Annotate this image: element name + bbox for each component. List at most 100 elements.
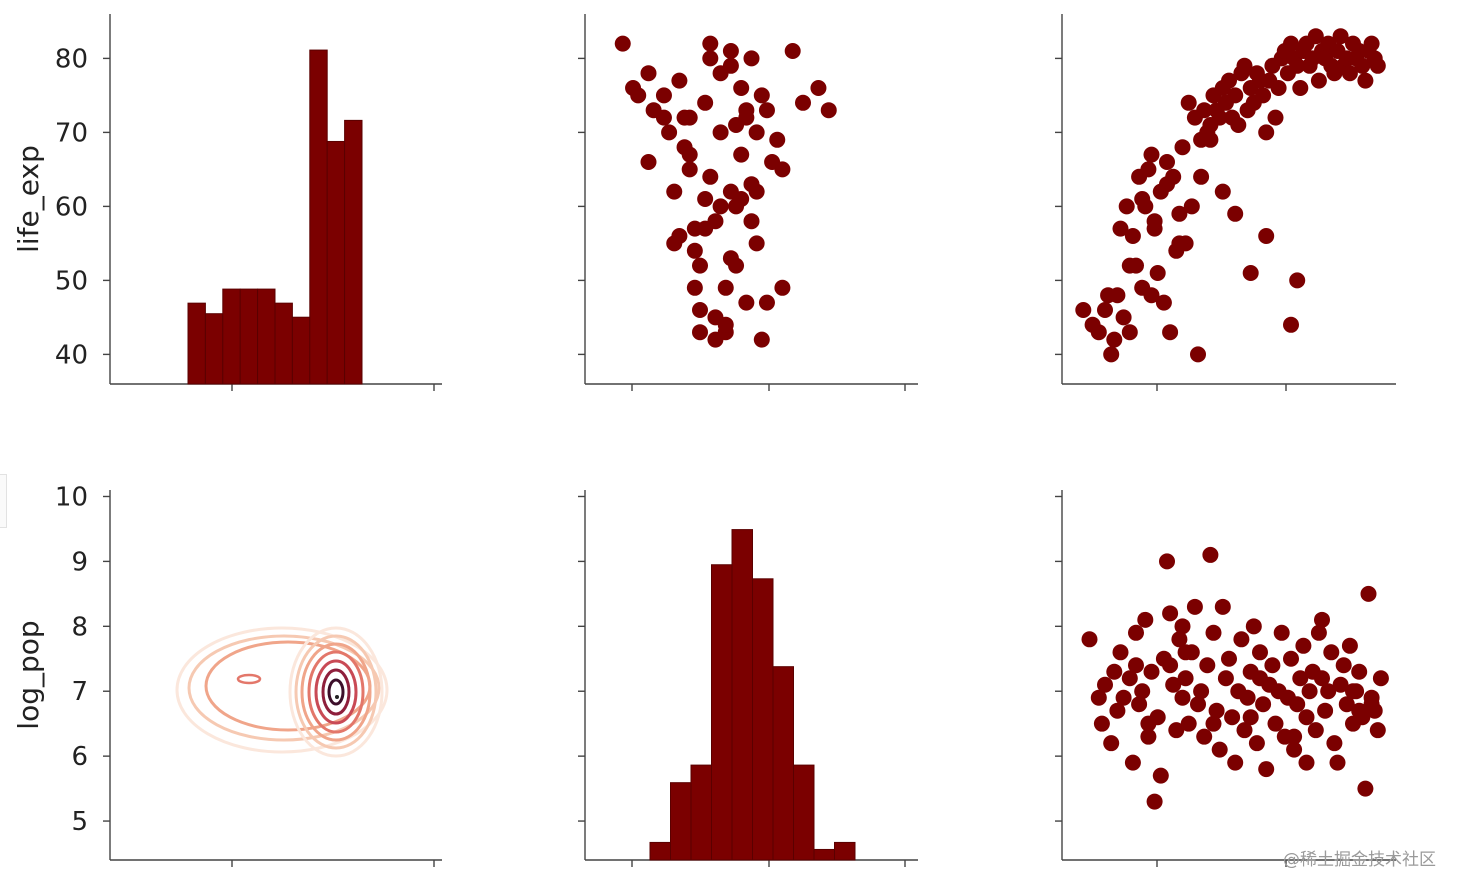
scatter-point (1146, 213, 1163, 230)
scatter-point (1168, 722, 1185, 739)
scatter-point (1199, 657, 1216, 674)
scatter-point (671, 72, 688, 89)
scatter-point (1289, 696, 1306, 713)
scatter-point (1171, 235, 1188, 252)
panel-life_exp-third_variable (1055, 14, 1396, 391)
scatter-point (1351, 663, 1368, 680)
scatter-point (1118, 198, 1135, 215)
scatter-point (1121, 257, 1138, 274)
scatter-point (1174, 618, 1191, 635)
scatter-point (1267, 715, 1284, 732)
kde-contour (300, 642, 372, 742)
kde-contour (321, 668, 351, 716)
scatter-point (1193, 168, 1210, 185)
histogram-bar (187, 302, 206, 385)
scatter-point (681, 109, 698, 126)
scatter-point (1236, 57, 1253, 74)
histogram-bar (834, 841, 856, 861)
scatter-point (1149, 265, 1166, 281)
scatter-point (1186, 598, 1203, 615)
scatter-point (1369, 722, 1386, 739)
scatter-point (722, 57, 739, 74)
scatter-point (686, 279, 703, 296)
scatter-point (1283, 316, 1299, 333)
scatter-point (1221, 650, 1237, 667)
scatter-point (1255, 696, 1272, 713)
scatter-point (1286, 741, 1303, 758)
kde-contour (307, 650, 365, 734)
scatter-point (1205, 624, 1222, 641)
scatter-point (1323, 644, 1340, 661)
scatter-point (712, 124, 729, 141)
y-axis-label: log_pop (12, 620, 45, 729)
scatter-point (1345, 683, 1361, 700)
kde-contour (294, 634, 378, 750)
scatter-point (1320, 683, 1337, 700)
kde-contour (175, 626, 389, 754)
histogram-bar (309, 49, 328, 385)
histogram-bar (257, 288, 276, 385)
scatter-point (1329, 754, 1346, 771)
scatter-point (692, 324, 708, 341)
scatter-point (1140, 161, 1157, 178)
scatter-point (681, 161, 698, 178)
scatter-point (748, 235, 765, 252)
scatter-point (1242, 265, 1259, 281)
histogram-bar (204, 313, 224, 385)
scatter-point (1131, 696, 1148, 713)
scatter-point (1165, 676, 1182, 693)
scatter-point (1211, 741, 1228, 758)
scatter-point (1183, 198, 1200, 215)
scatter-point (758, 102, 775, 119)
scatter-point (614, 35, 631, 52)
scatter-point (702, 168, 719, 185)
kde-contour (327, 678, 345, 706)
scatter-point (1217, 670, 1234, 687)
left-edge-marker (0, 474, 7, 528)
scatter-point (733, 80, 750, 96)
scatter-point (630, 87, 647, 104)
scatter-point (1289, 57, 1306, 74)
scatter-point (1236, 722, 1253, 739)
scatter-point (1128, 624, 1144, 641)
scatter-point (1097, 676, 1113, 693)
scatter-point (753, 87, 770, 104)
panel-log_pop-third_variable (1055, 490, 1396, 867)
scatter-point (1332, 676, 1349, 693)
scatter-point (1196, 102, 1213, 119)
scatter-point (1307, 28, 1324, 45)
scatter-point (640, 65, 657, 82)
scatter-point (1252, 644, 1268, 661)
scatter-point (1335, 657, 1352, 674)
scatter-point (1190, 346, 1206, 363)
scatter-point (769, 131, 786, 148)
scatter-point (1341, 65, 1358, 82)
scatter-point (1314, 670, 1330, 687)
scatter-point (1258, 761, 1275, 778)
scatter-point (1233, 631, 1250, 648)
scatter-point (810, 80, 827, 96)
scatter-point (774, 279, 791, 296)
scatter-point (1202, 546, 1219, 563)
scatter-point (1180, 94, 1197, 111)
scatter-point (1307, 722, 1324, 739)
scatter-point (1155, 294, 1172, 311)
scatter-point (655, 87, 672, 104)
scatter-point (1214, 598, 1231, 615)
scatter-point (686, 242, 703, 259)
scatter-point (1292, 670, 1309, 687)
scatter-point (1298, 754, 1315, 771)
scatter-point (1283, 650, 1299, 667)
scatter-point (748, 183, 765, 200)
kde-contour (288, 626, 384, 758)
scatter-point (1227, 205, 1244, 222)
histogram-bar (344, 119, 363, 385)
scatter-point (1159, 154, 1175, 170)
scatter-point (1227, 754, 1244, 771)
scatter-point (666, 183, 683, 200)
scatter-point (774, 161, 791, 178)
histogram-bar (291, 316, 311, 385)
scatter-point (717, 316, 734, 333)
scatter-point (738, 294, 755, 311)
